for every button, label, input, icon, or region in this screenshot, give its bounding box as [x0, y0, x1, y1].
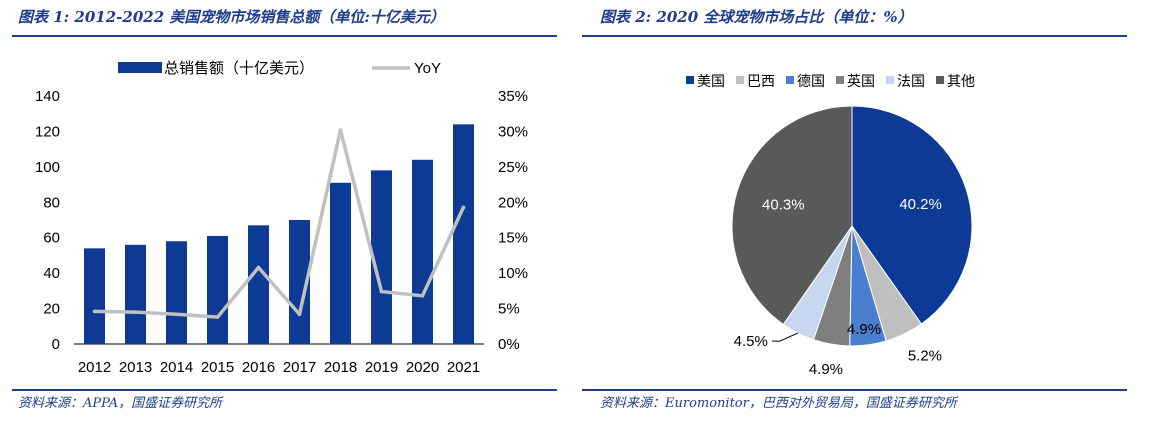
- pie-chart: 美国 巴西 德国 英国 法国 其他 40.2% 40.3% 5.2% 4.9% 4.9% 4.5%: [686, 73, 975, 378]
- legend-label: 美国: [697, 73, 725, 89]
- x-tick-label: 2021: [447, 359, 480, 376]
- right-title-rule: [582, 35, 1127, 37]
- x-tick-label: 2020: [406, 359, 439, 376]
- x-tick-label: 2013: [119, 359, 152, 376]
- y-left-tick-label: 60: [43, 230, 60, 247]
- bar: [330, 182, 351, 344]
- x-tick-label: 2014: [160, 359, 193, 376]
- pie-slice-label: 40.2%: [899, 196, 942, 213]
- pie-slice-label: 40.3%: [762, 196, 805, 213]
- y-right-tick-label: 20%: [498, 194, 528, 211]
- left-figure-panel: 图表 1: 2012-2022 美国宠物市场销售总额（单位:十亿美元） 0 20 4…: [0, 0, 560, 430]
- right-figure-panel: 图表 2: 2020 全球宠物市场占比（单位：%） 美国 巴西 德国 英国 法国 其他 40…: [582, 0, 1151, 430]
- x-tick-label: 2019: [365, 359, 398, 376]
- bar: [207, 235, 228, 344]
- yoy-point: [215, 315, 220, 319]
- yoy-point: [297, 312, 302, 317]
- bar: [412, 159, 433, 344]
- legend-swatch: [786, 76, 794, 84]
- bar: [371, 170, 392, 344]
- bar: [125, 244, 146, 344]
- left-title-rule: [12, 35, 557, 37]
- legend-swatch: [836, 76, 844, 84]
- y-right-tick-label: 15%: [498, 230, 528, 247]
- pie-slice-label: 4.9%: [809, 361, 843, 378]
- y-left-tick-label: 40: [43, 265, 60, 282]
- y-left-tick-label: 120: [35, 123, 60, 140]
- legend-label: 其他: [947, 73, 975, 89]
- legend-label: 英国: [847, 73, 875, 89]
- legend-label: 巴西: [747, 73, 775, 89]
- pie-slice-label: 4.5%: [734, 333, 768, 350]
- x-tick-label: 2018: [324, 359, 357, 376]
- legend-label-bar: 总销售额（十亿美元）: [164, 60, 314, 77]
- bar: [166, 241, 187, 344]
- legend-label-line: YoY: [414, 60, 441, 77]
- legend-swatch-bar: [118, 62, 162, 73]
- legend-swatch: [936, 76, 944, 84]
- legend-swatch: [736, 76, 744, 84]
- x-tick-label: 2015: [201, 359, 234, 376]
- yoy-point: [92, 309, 97, 314]
- legend-label: 法国: [897, 73, 925, 89]
- left-source-note: 资料来源：APPA，国盛证券研究所: [18, 396, 223, 411]
- pie-slice-label: 5.2%: [908, 348, 942, 365]
- bar-line-chart: 0 20 40 60 80 100 120 140 0% 5% 10% 15% 20% 25% 30% 35%…: [35, 60, 528, 376]
- right-source-rule: [582, 389, 1127, 391]
- left-source-rule: [12, 389, 557, 391]
- yoy-point: [256, 265, 261, 270]
- right-figure-title: 图表 2: 2020 全球宠物市场占比（单位：%）: [600, 8, 913, 26]
- legend-swatch: [686, 76, 694, 84]
- pie-slice: [731, 105, 853, 326]
- y-right-tick-label: 25%: [498, 159, 528, 176]
- y-left-tick-label: 140: [35, 88, 60, 105]
- yoy-point: [420, 294, 425, 298]
- yoy-line: [94, 128, 466, 319]
- y-left-tick-label: 0: [52, 336, 60, 353]
- y-right-tick-label: 30%: [498, 123, 528, 140]
- y-right-tick-label: 35%: [498, 88, 528, 105]
- y-left-tick-label: 20: [43, 301, 60, 318]
- x-tick-label: 2016: [242, 359, 275, 376]
- y-right-tick-label: 0%: [498, 336, 520, 353]
- y-right-tick-label: 10%: [498, 265, 528, 282]
- x-tick-label: 2012: [78, 359, 111, 376]
- y-left-tick-label: 100: [35, 159, 60, 176]
- y-right-tick-label: 5%: [498, 301, 520, 318]
- yoy-point: [174, 312, 179, 317]
- left-figure-title: 图表 1: 2012-2022 美国宠物市场销售总额（单位:十亿美元）: [18, 8, 445, 26]
- y-left-tick-label: 80: [43, 194, 60, 211]
- yoy-point: [379, 289, 384, 294]
- pie-leader-line: [771, 332, 799, 342]
- bar: [289, 220, 310, 344]
- yoy-point: [338, 128, 343, 132]
- bar: [453, 124, 474, 344]
- right-source-note: 资料来源：Euromonitor，巴西对外贸易局，国盛证券研究所: [600, 396, 957, 411]
- legend-label: 德国: [797, 73, 825, 89]
- bar: [248, 225, 269, 344]
- bar: [84, 248, 105, 344]
- x-tick-label: 2017: [283, 359, 316, 376]
- legend-swatch: [886, 76, 894, 84]
- yoy-point: [461, 205, 466, 210]
- pie-slice: [851, 105, 973, 325]
- yoy-point: [133, 310, 138, 314]
- pie-slice-label: 4.9%: [847, 321, 881, 338]
